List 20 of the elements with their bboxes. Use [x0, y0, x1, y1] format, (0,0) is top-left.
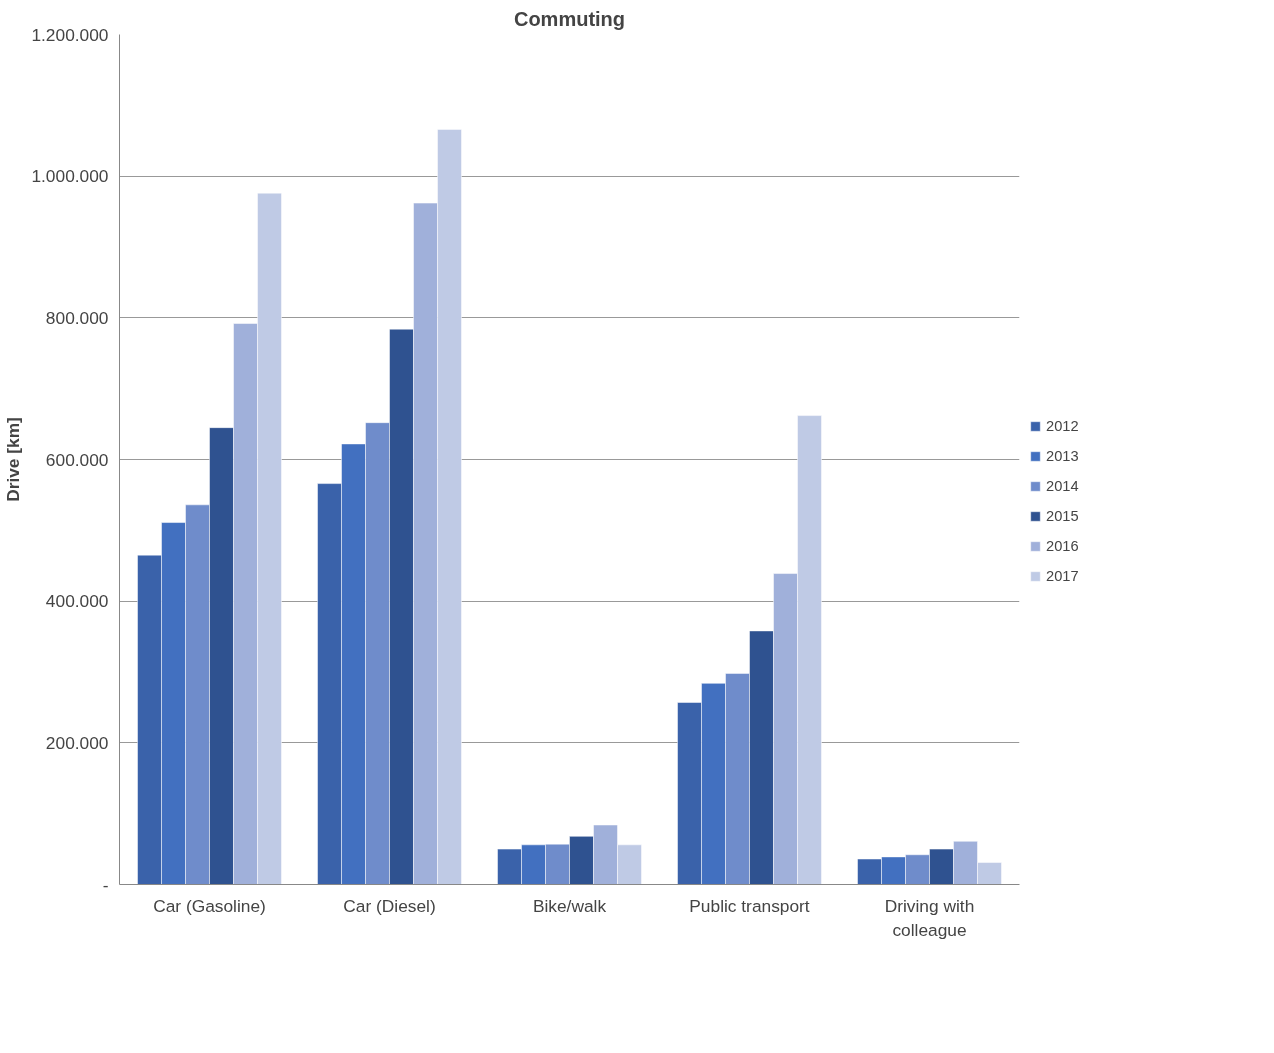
legend-label: 2015: [1046, 508, 1079, 524]
y-tick-label: -: [102, 874, 109, 895]
x-tick-label: Bike/walk: [532, 895, 607, 916]
y-tick-label: 400.000: [45, 591, 109, 612]
x-tick-label: Car (Gasoline): [153, 895, 266, 916]
legend-label: 2013: [1046, 448, 1079, 464]
y-tick-label: 600.000: [45, 449, 109, 470]
y-axis-title: Drive [km]: [3, 417, 24, 502]
x-tick-label: Public transport: [689, 895, 810, 916]
y-tick-label: 200.000: [45, 732, 109, 753]
y-tick-label: 1.200.000: [31, 24, 109, 45]
legend-label: 2014: [1046, 478, 1079, 494]
legend-label: 2017: [1046, 568, 1079, 584]
chart-title: Commuting: [513, 7, 626, 30]
legend-label: 2012: [1046, 418, 1079, 434]
y-tick-label: 1.000.000: [31, 166, 109, 187]
x-tick-label: Car (Diesel): [343, 895, 436, 916]
legend-label: 2016: [1046, 538, 1079, 554]
x-tick-label: Driving with colleague: [884, 895, 975, 940]
y-tick-label: 800.000: [45, 307, 109, 328]
